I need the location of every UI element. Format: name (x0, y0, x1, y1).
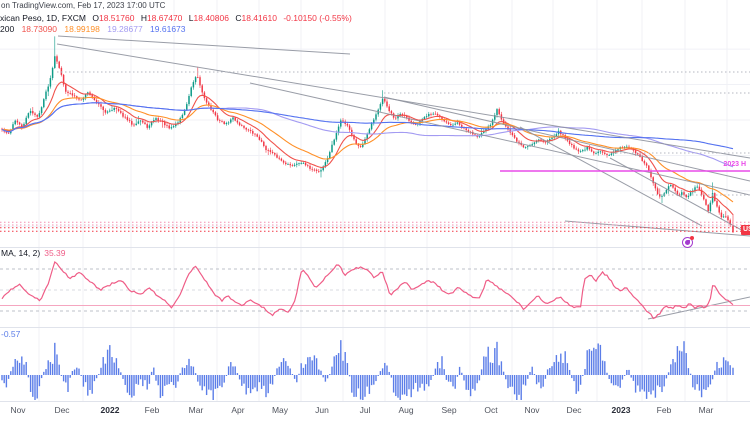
notification-dot-icon (690, 236, 694, 240)
avatar-glyph (685, 240, 691, 246)
x-axis-label: Jul (359, 405, 371, 415)
x-axis-label: 2022 (100, 405, 120, 415)
trendlines-layer (56, 35, 750, 320)
x-axis-label: Dec (54, 405, 70, 415)
low-value: 18.40806 (193, 13, 229, 23)
low-label: L (188, 13, 194, 23)
x-axis-label: May (271, 405, 289, 415)
level-label-2023-high: 2023 H (723, 161, 746, 168)
levels-layer (0, 71, 750, 232)
x-axis-label: Mar (188, 405, 204, 415)
tradingview-avatar-icon[interactable] (682, 236, 694, 249)
rsi-pane (0, 260, 750, 320)
high-label: H (140, 13, 147, 23)
open-value: 18.51760 (98, 13, 135, 23)
x-axis-label: Mar (698, 405, 714, 415)
open-label: O (92, 13, 99, 23)
ma-value-2: 18.99198 (64, 24, 100, 34)
x-axis-label: Apr (231, 405, 245, 415)
x-axis-label: Aug (398, 405, 414, 415)
grid-layer (0, 0, 750, 401)
x-axis-label: Nov (10, 405, 26, 415)
symbol-ohlc-line: xican Peso, 1D, FXCM O18.51760 H18.67470… (0, 13, 352, 23)
x-axis-label: Jun (315, 405, 329, 415)
ma-value-3: 19.28677 (107, 24, 143, 34)
momentum-indicator-value: -0.57 (1, 329, 21, 339)
high-value: 18.67470 (146, 13, 183, 23)
x-axis-label: Oct (484, 405, 498, 415)
close-value: 18.41610 (241, 13, 277, 23)
histogram-pane (1, 340, 734, 400)
symbol-name: xican Peso, 1D, FXCM (0, 13, 86, 23)
x-axis-label: Nov (524, 405, 540, 415)
rsi-label-fragment: MA, 14, 2) (1, 248, 41, 258)
published-line: on TradingView.com, Feb 17, 2023 17:00 U… (1, 1, 166, 10)
x-axis-label: Sep (441, 405, 457, 415)
x-axis[interactable]: Nov Dec 2022 Feb Mar Apr May Jun Jul Aug Sep Oct Nov… (0, 402, 750, 418)
x-axis-label: Feb (656, 405, 672, 415)
x-axis-label: 2023 (611, 405, 631, 415)
x-axis-label: Feb (144, 405, 160, 415)
x-axis-label: Dec (566, 405, 582, 415)
ma-value-1: 18.73090 (21, 24, 58, 34)
candles-layer (1, 36, 734, 233)
rsi-indicator-label: MA, 14, 2) 35.39 (1, 248, 66, 258)
change-value: -0.10150 (-0.55%) (283, 13, 352, 23)
rsi-value: 35.39 (44, 248, 66, 258)
ma-indicator-fragment: 200 (0, 24, 15, 34)
ma-values-line: 200 18.73090 18.99198 19.28677 19.61673 (0, 24, 186, 34)
ma-lines-layer (1, 81, 734, 216)
ma-value-4: 19.61673 (150, 24, 186, 34)
price-axis-tag: USDM (741, 225, 750, 235)
close-label: C (235, 13, 242, 23)
